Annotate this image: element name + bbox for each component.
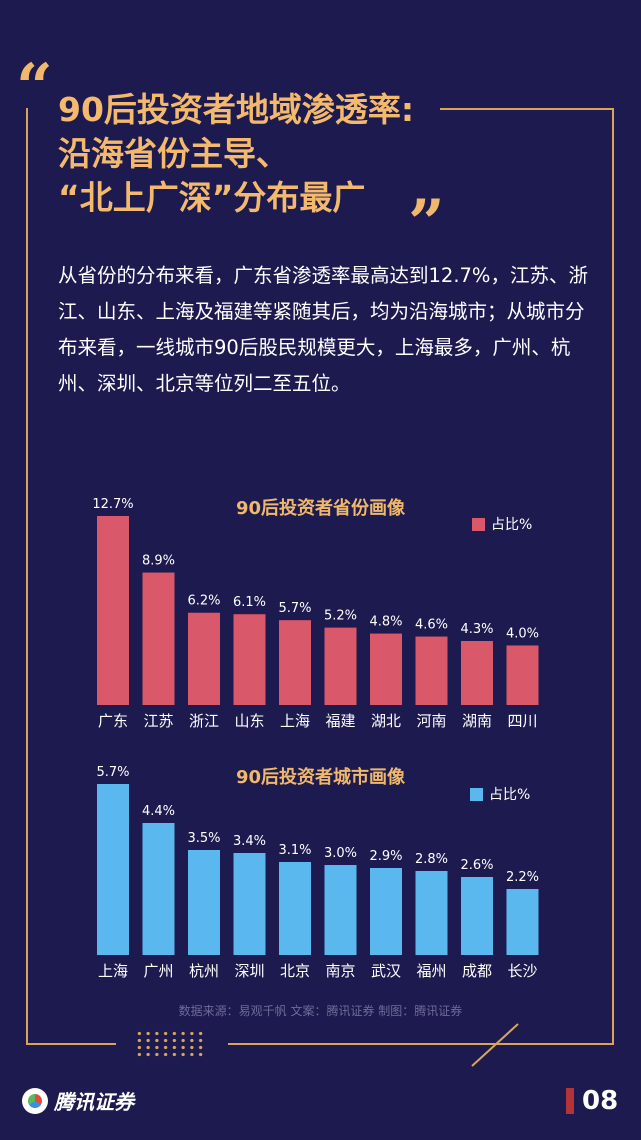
category-label: 山东: [234, 712, 264, 730]
page-number: 08: [566, 1086, 618, 1116]
dot-pattern-decoration: [135, 1030, 205, 1058]
bar-武汉: [370, 868, 402, 955]
bar-value-label: 6.2%: [187, 594, 220, 609]
category-label: 广东: [98, 712, 128, 730]
category-label: 长沙: [507, 962, 537, 980]
page-title: 90后投资者地域渗透率: 沿海省份主导、 “北上广深”分布最广: [58, 88, 578, 220]
category-label: 湖南: [462, 712, 492, 730]
province-chart-legend: 占比%: [472, 514, 532, 534]
province-bar-chart: 12.7% 广东 8.9% 江苏 6.2% 浙江 6.1% 山东 5.7% 上海 5.2% 福建 4.8…: [92, 497, 539, 730]
frame-top-line: [440, 108, 614, 110]
frame-left-line: [26, 108, 28, 1045]
frame-slash-decoration: [471, 1023, 519, 1067]
city-chart-legend: 占比%: [470, 784, 530, 804]
bar-江苏: [142, 572, 175, 705]
bar-value-label: 2.8%: [415, 852, 448, 867]
bar-value-label: 5.7%: [278, 601, 311, 616]
open-quote-mark: “: [16, 50, 53, 125]
bar-河南: [415, 636, 448, 705]
bar-value-label: 4.3%: [460, 622, 493, 637]
category-label: 成都: [462, 962, 492, 980]
bar-福州: [415, 871, 448, 955]
bar-value-label: 12.7%: [92, 497, 133, 512]
bar-上海: [279, 620, 311, 705]
category-label: 上海: [280, 712, 310, 730]
bar-value-label: 4.4%: [142, 804, 175, 819]
legend-label: 占比%: [489, 787, 531, 803]
category-label: 福州: [416, 962, 446, 980]
category-label: 深圳: [234, 962, 264, 980]
frame-right-line: [612, 108, 614, 1045]
frame-bottom-line-right: [228, 1043, 614, 1045]
title-line-1: 90后投资者地域渗透率:: [58, 90, 415, 129]
bar-深圳: [233, 853, 266, 955]
bar-value-label: 8.9%: [142, 554, 175, 569]
logo-icon: [22, 1087, 48, 1114]
bar-value-label: 4.6%: [415, 618, 448, 633]
bar-value-label: 3.5%: [187, 831, 220, 846]
bar-福建: [324, 627, 357, 705]
intro-paragraph: 从省份的分布来看，广东省渗透率最高达到12.7%，江苏、浙江、山东、上海及福建等…: [58, 264, 588, 395]
legend-label: 占比%: [491, 517, 533, 533]
bar-value-label: 5.7%: [96, 765, 129, 780]
category-label: 上海: [98, 962, 128, 980]
category-label: 南京: [325, 962, 355, 980]
bar-杭州: [188, 850, 220, 955]
bar-上海: [97, 784, 129, 955]
bar-value-label: 2.6%: [460, 858, 493, 873]
page-number-text: 08: [582, 1086, 619, 1116]
legend-swatch: [470, 787, 483, 801]
logo-text: 腾讯证券: [54, 1090, 134, 1114]
bar-value-label: 3.0%: [324, 846, 357, 861]
bar-value-label: 4.0%: [506, 626, 539, 641]
city-chart-title: 90后投资者城市画像: [235, 767, 406, 788]
bar-value-label: 2.2%: [506, 870, 539, 885]
title-line-2: 沿海省份主导、: [58, 134, 289, 173]
close-quote-mark: ”: [408, 186, 445, 261]
category-label: 北京: [280, 962, 310, 980]
bar-value-label: 4.8%: [369, 615, 402, 630]
page-number-bar: [566, 1088, 574, 1114]
bar-value-label: 6.1%: [233, 595, 266, 610]
category-label: 杭州: [189, 962, 219, 980]
frame-bottom-line-left: [26, 1043, 116, 1045]
bar-四川: [506, 645, 539, 705]
data-source-note: 数据来源：易观千帆 文案：腾讯证券 制图：腾讯证券: [178, 1004, 463, 1018]
bar-山东: [233, 614, 266, 705]
bar-南京: [324, 865, 357, 955]
bar-广州: [142, 823, 175, 955]
category-label: 四川: [507, 712, 537, 730]
province-chart-title: 90后投资者省份画像: [235, 498, 406, 519]
bar-湖北: [370, 633, 402, 705]
category-label: 江苏: [143, 712, 173, 730]
brand-logo: 腾讯证券: [22, 1086, 134, 1115]
bar-广东: [97, 516, 129, 705]
bar-浙江: [188, 612, 220, 705]
bar-value-label: 2.9%: [369, 849, 402, 864]
category-label: 广州: [143, 962, 173, 980]
bar-value-label: 3.4%: [233, 834, 266, 849]
category-label: 武汉: [371, 962, 401, 980]
category-label: 湖北: [371, 712, 401, 730]
bar-value-label: 5.2%: [324, 609, 357, 624]
bar-长沙: [506, 889, 539, 955]
category-label: 福建: [325, 712, 355, 730]
bar-value-label: 3.1%: [278, 843, 311, 858]
legend-swatch: [472, 517, 485, 531]
title-line-3: “北上广深”分布最广: [58, 178, 366, 217]
bar-成都: [461, 877, 493, 955]
bar-北京: [279, 862, 311, 955]
category-label: 河南: [416, 712, 446, 730]
category-label: 浙江: [189, 712, 219, 730]
city-bar-chart: 5.7% 上海 4.4% 广州 3.5% 杭州 3.4% 深圳 3.1% 北京 3.0% 南京 2.9%…: [96, 765, 539, 980]
bar-湖南: [461, 641, 493, 705]
